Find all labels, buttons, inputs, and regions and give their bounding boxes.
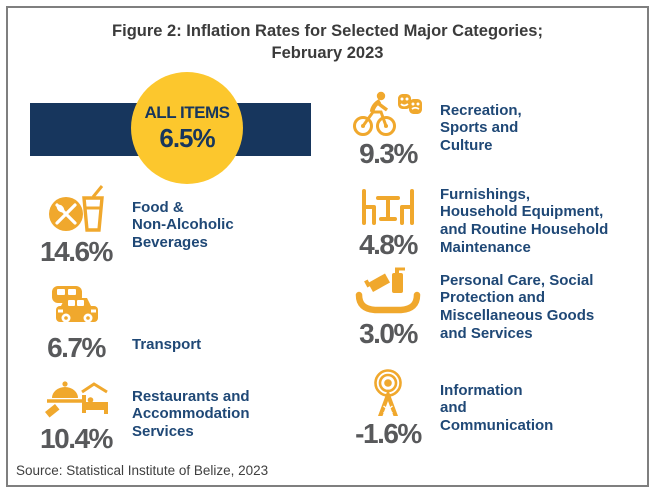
category-badge-transport: 6.7% [28, 280, 124, 362]
all-items-label: ALL ITEMS [144, 102, 230, 122]
radio-tower-icon [360, 368, 416, 418]
restaurant-accommodation-icon [42, 375, 110, 423]
title-line2: February 2023 [271, 44, 384, 63]
figure-frame: Figure 2: Inflation Rates for Selected M… [6, 6, 649, 487]
figure-title: Figure 2: Inflation Rates for Selected M… [8, 20, 647, 65]
food-drink-icon [44, 184, 108, 236]
category-label-food: Food & Non-Alcoholic Beverages [132, 198, 234, 251]
category-label-furnishings: Furnishings, Household Equipment, and Ro… [440, 185, 609, 256]
category-item-personal-care: 3.0% Personal Care, Social Protection an… [344, 266, 594, 348]
source-note: Source: Statistical Institute of Belize,… [16, 463, 269, 478]
category-badge-food: 14.6% [28, 184, 124, 266]
furnishings-table-chairs-icon [356, 183, 420, 229]
recreation-masks-bike-icon [350, 88, 426, 138]
category-badge-furnishings: 4.8% [344, 183, 432, 259]
category-item-food: 14.6% Food & Non-Alcoholic Beverages [28, 184, 234, 266]
category-pct-information: -1.6% [355, 418, 422, 449]
all-items-value: 6.5% [159, 122, 215, 153]
all-items-badge: ALL ITEMS 6.5% [131, 72, 243, 184]
title-line1: Figure 2: Inflation Rates for Selected M… [112, 22, 543, 40]
category-badge-restaurants: 10.4% [28, 375, 124, 453]
category-label-restaurants: Restaurants and Accommodation Services [132, 387, 250, 440]
category-badge-personal-care: 3.0% [344, 266, 432, 348]
category-item-information: -1.6% Information and Communication [344, 368, 553, 448]
category-item-recreation: 9.3% Recreation, Sports and Culture [344, 88, 522, 168]
transport-cars-icon [44, 280, 108, 332]
category-label-recreation: Recreation, Sports and Culture [440, 101, 522, 154]
category-badge-information: -1.6% [344, 368, 432, 448]
category-pct-food: 14.6% [40, 236, 113, 267]
category-pct-recreation: 9.3% [359, 138, 418, 169]
category-pct-personal-care: 3.0% [359, 318, 418, 349]
category-item-transport: 6.7% Transport [28, 280, 201, 362]
category-pct-furnishings: 4.8% [359, 229, 418, 260]
category-label-information: Information and Communication [440, 381, 554, 434]
category-label-transport: Transport [132, 336, 202, 354]
category-item-furnishings: 4.8% Furnishings, Household Equipment, a… [344, 183, 608, 259]
category-label-personal-care: Personal Care, Social Protection and Mis… [440, 271, 595, 342]
personal-care-hands-icon [354, 266, 422, 318]
category-item-restaurants: 10.4% Restaurants and Accommodation Serv… [28, 375, 250, 453]
category-pct-transport: 6.7% [47, 332, 106, 363]
category-badge-recreation: 9.3% [344, 88, 432, 168]
category-pct-restaurants: 10.4% [40, 423, 113, 454]
